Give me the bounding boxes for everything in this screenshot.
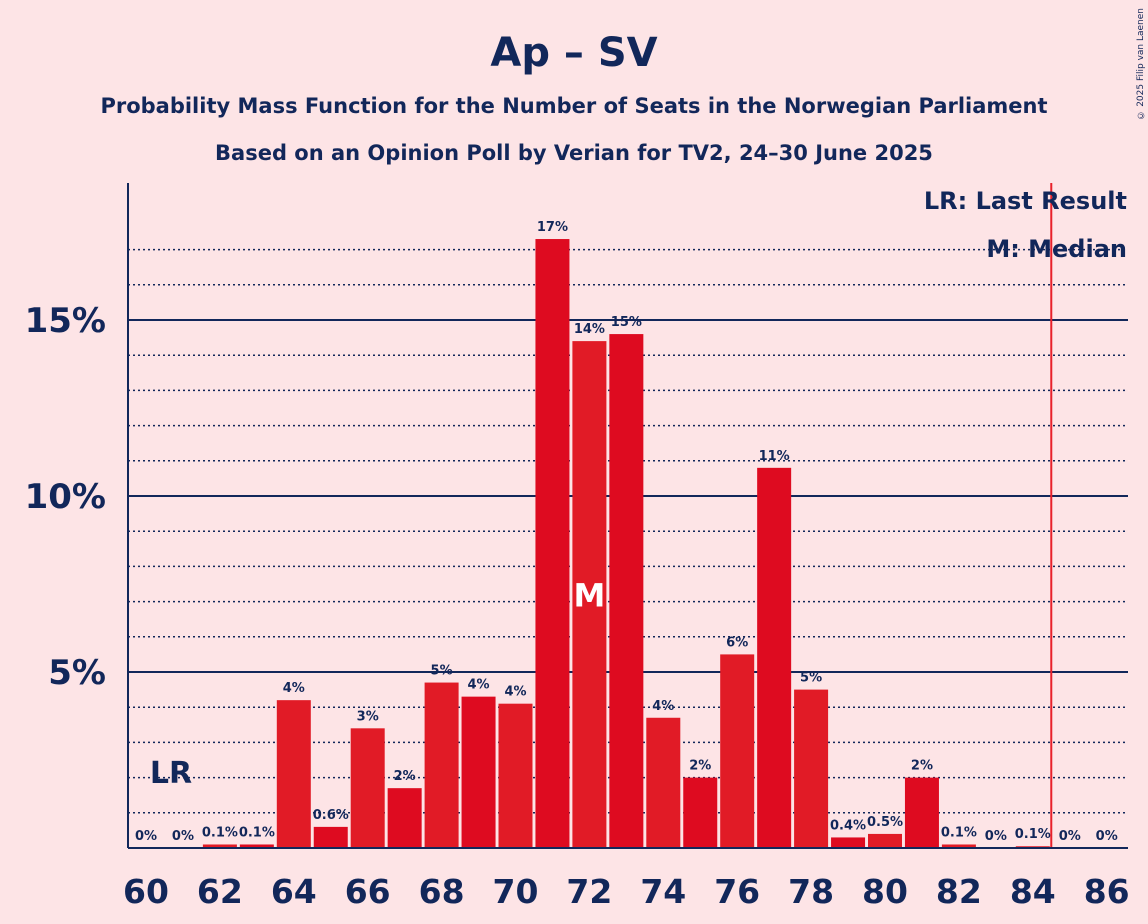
x-tick-70: 70 — [493, 872, 539, 911]
legend-median: M: Median — [986, 235, 1127, 263]
x-tick-62: 62 — [197, 872, 243, 911]
bar-70 — [498, 703, 533, 848]
bar-label-76: 6% — [726, 635, 748, 650]
bar-73 — [609, 334, 644, 849]
bar-63 — [239, 844, 274, 848]
copyright-note: © 2025 Filip van Laenen — [1136, 8, 1146, 120]
x-tick-80: 80 — [862, 872, 908, 911]
bar-75 — [683, 777, 718, 848]
x-tick-82: 82 — [936, 872, 982, 911]
last-result-marker: LR — [150, 756, 192, 791]
x-tick-66: 66 — [345, 872, 391, 911]
bar-label-70: 4% — [504, 685, 526, 700]
chart-title: Ap – SV — [490, 30, 657, 76]
bar-label-74: 4% — [652, 699, 674, 714]
x-tick-60: 60 — [123, 872, 169, 911]
bar-label-62: 0.1% — [202, 825, 238, 840]
x-tick-68: 68 — [419, 872, 465, 911]
bar-label-66: 3% — [357, 709, 379, 724]
bar-label-69: 4% — [468, 678, 490, 693]
bar-66 — [350, 728, 385, 848]
bar-label-80: 0.5% — [867, 815, 903, 830]
bar-68 — [424, 682, 459, 848]
bar-77 — [757, 467, 792, 848]
bar-label-83: 0% — [985, 829, 1007, 844]
y-tick-5: 5% — [48, 653, 106, 693]
bar-label-86: 0% — [1096, 829, 1118, 844]
bar-76 — [720, 654, 755, 848]
bar-label-73: 15% — [611, 315, 642, 330]
bar-74 — [646, 717, 681, 848]
chart-subtitle-2: Based on an Opinion Poll by Verian for T… — [215, 141, 933, 165]
bar-label-77: 11% — [759, 449, 790, 464]
x-tick-84: 84 — [1010, 872, 1056, 911]
bar-71 — [535, 239, 570, 849]
x-tick-78: 78 — [788, 872, 834, 911]
bar-label-61: 0% — [172, 829, 194, 844]
y-tick-15: 15% — [25, 301, 106, 341]
chart-subtitle-1: Probability Mass Function for the Number… — [100, 94, 1047, 118]
bar-label-72: 14% — [574, 322, 605, 337]
bar-65 — [313, 826, 348, 848]
bar-78 — [794, 689, 829, 848]
bar-label-71: 17% — [537, 220, 568, 235]
bar-label-68: 5% — [431, 664, 453, 679]
bar-label-67: 2% — [394, 769, 416, 784]
legend-last-result: LR: Last Result — [924, 187, 1127, 215]
y-tick-10: 10% — [25, 477, 106, 517]
bar-label-78: 5% — [800, 671, 822, 686]
axes: 5% 10% 15% 60 62 64 66 68 70 72 74 76 78 80 82 84 86 — [25, 183, 1130, 911]
bar-79 — [831, 837, 866, 848]
bars — [202, 239, 1050, 849]
bar-72 — [572, 341, 607, 848]
bar-label-60: 0% — [135, 829, 157, 844]
bar-label-81: 2% — [911, 759, 933, 774]
bar-label-75: 2% — [689, 759, 711, 774]
x-tick-64: 64 — [271, 872, 317, 911]
bar-label-79: 0.4% — [830, 818, 866, 833]
bar-67 — [387, 788, 422, 848]
x-tick-76: 76 — [714, 872, 760, 911]
bar-labels: 0% 0% 0.1% 0.1%4%0.6%3%2%5%4% 4%17%14% 15%4%2… — [135, 220, 1118, 844]
bar-label-82: 0.1% — [941, 825, 977, 840]
x-tick-74: 74 — [640, 872, 686, 911]
median-marker: M — [573, 577, 605, 615]
bar-62 — [202, 844, 237, 848]
bar-label-84: 0.1% — [1015, 827, 1051, 842]
bar-82 — [941, 844, 976, 848]
bar-69 — [461, 696, 496, 848]
bar-label-85: 0% — [1059, 829, 1081, 844]
bar-80 — [868, 833, 902, 848]
x-tick-86: 86 — [1084, 872, 1130, 911]
bar-label-65: 0.6% — [313, 808, 349, 823]
bar-label-64: 4% — [283, 681, 305, 696]
bar-64 — [276, 700, 311, 848]
x-tick-72: 72 — [566, 872, 612, 911]
bar-81 — [904, 777, 939, 848]
bar-label-63: 0.1% — [239, 825, 275, 840]
